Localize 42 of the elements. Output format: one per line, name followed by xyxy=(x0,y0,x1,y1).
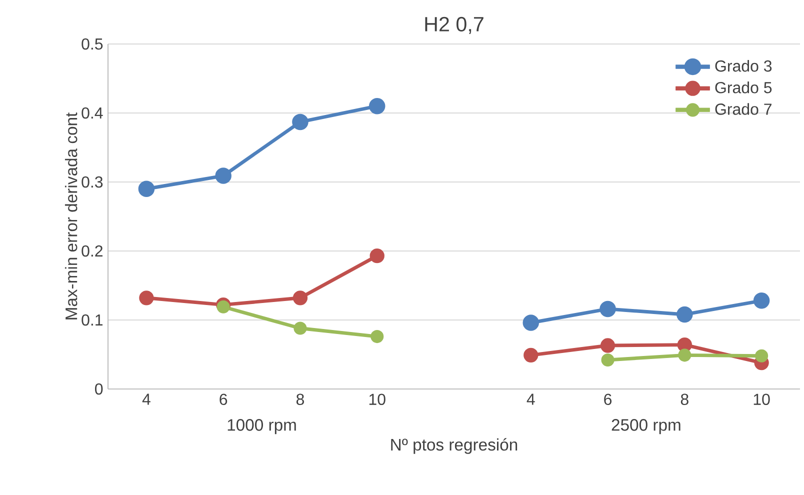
point xyxy=(215,168,232,184)
point xyxy=(368,98,386,114)
legend-label: Grado 3 xyxy=(715,60,772,72)
point xyxy=(753,292,770,309)
point xyxy=(600,300,616,318)
y-tick-label: 0 xyxy=(95,383,103,395)
point xyxy=(524,348,538,363)
x-axis-title: Nº ptos regresión xyxy=(391,438,518,454)
chart-title: H2 0,7 xyxy=(425,16,484,34)
point xyxy=(292,114,308,130)
point xyxy=(601,353,614,367)
point xyxy=(294,322,307,335)
x-tick-label: 6 xyxy=(604,394,612,406)
x-tick-label: 8 xyxy=(680,394,688,406)
legend-label: Grado 7 xyxy=(715,103,772,115)
y-axis-title: Max-min error derivada cont xyxy=(64,112,78,320)
point xyxy=(677,337,692,352)
point xyxy=(370,330,384,344)
y-tick-label: 0.3 xyxy=(82,176,103,188)
point xyxy=(600,338,616,353)
point xyxy=(370,248,384,264)
legend-label: Grado 5 xyxy=(715,82,772,94)
x-tick-label: 8 xyxy=(296,394,304,406)
point xyxy=(678,348,692,362)
text: 1000 rpm xyxy=(228,419,296,434)
y-tick-label: 0.2 xyxy=(82,245,102,257)
y-tick-label: 0.5 xyxy=(82,38,103,50)
x-tick-label: 4 xyxy=(142,394,150,405)
x-tick-label: 6 xyxy=(220,394,228,406)
text: 2500 rpm xyxy=(612,419,680,434)
point xyxy=(676,306,693,323)
x-tick-label: 10 xyxy=(369,394,386,406)
point xyxy=(755,349,768,362)
point xyxy=(292,290,308,306)
x-tick-label: 10 xyxy=(754,394,770,406)
y-tick-label: 0.4 xyxy=(82,107,103,119)
point xyxy=(139,290,154,306)
point xyxy=(138,180,155,198)
y-tick-label: 0.1 xyxy=(82,314,103,326)
point xyxy=(522,314,540,331)
x-tick-label: 4 xyxy=(526,394,535,405)
point xyxy=(216,300,230,314)
